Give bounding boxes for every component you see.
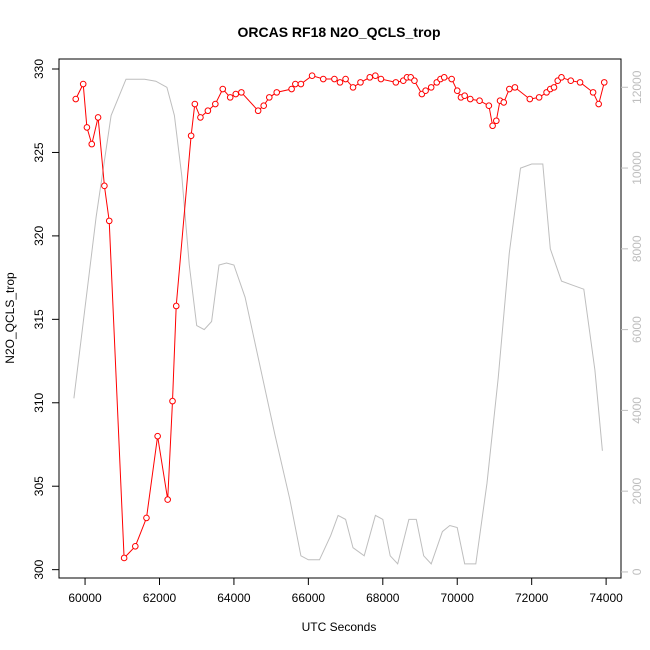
data-point [172, 302, 180, 310]
data-point [191, 100, 199, 108]
data-point [101, 182, 108, 190]
data-point [232, 90, 240, 98]
y-axis-left: 300 305 310 315 320 325 330 [32, 59, 59, 580]
data-point [105, 217, 113, 225]
x-tick-label: 72000 [515, 591, 549, 605]
data-point [476, 97, 483, 105]
data-point [204, 107, 212, 115]
y2-tick-label: 8000 [630, 235, 644, 262]
y-tick-label: 320 [32, 226, 46, 246]
data-point [357, 79, 364, 86]
data-point [164, 496, 171, 503]
data-point [558, 74, 565, 81]
y-tick-label: 325 [32, 142, 46, 162]
series-line-path [75, 75, 605, 560]
data-point [550, 84, 558, 91]
data-point [154, 432, 161, 440]
data-point [254, 107, 262, 115]
y2-tick-label: 2000 [630, 477, 644, 504]
data-point [342, 75, 349, 83]
altitude-line-path [73, 78, 603, 565]
data-point [427, 84, 435, 91]
data-point [219, 85, 227, 93]
data-point [392, 79, 400, 86]
y-tick-label: 305 [32, 476, 46, 496]
data-point [238, 89, 245, 96]
data-point [377, 75, 385, 83]
data-point [331, 75, 338, 83]
data-point [273, 89, 281, 96]
data-point [600, 79, 608, 86]
x-axis: 60000 62000 64000 66000 68000 70000 72000 74000 [68, 578, 623, 605]
x-tick-label: 60000 [68, 591, 102, 605]
plot-frame [58, 58, 622, 579]
data-point [535, 94, 543, 101]
data-point [292, 80, 299, 88]
y-tick-label: 315 [32, 309, 46, 329]
data-point [265, 94, 273, 101]
y2-tick-label: 6000 [630, 316, 644, 343]
y-tick-label: 300 [32, 559, 46, 579]
x-tick-label: 70000 [441, 591, 475, 605]
series-n2o-line [72, 72, 608, 562]
data-point [288, 85, 295, 93]
data-point [567, 77, 575, 84]
x-tick-label: 68000 [366, 591, 400, 605]
data-point [526, 95, 534, 103]
x-tick-label: 74000 [589, 591, 623, 605]
data-point [131, 542, 139, 550]
y2-tick-label: 12000 [630, 70, 644, 104]
x-axis-label: UTC Seconds [302, 620, 377, 634]
data-point [440, 74, 448, 81]
data-point [308, 72, 316, 79]
data-point [83, 124, 91, 131]
data-point [79, 80, 87, 88]
data-point [226, 94, 234, 101]
data-point [485, 102, 493, 110]
y2-tick-label: 10000 [630, 151, 644, 185]
y2-tick-label: 4000 [630, 397, 644, 424]
series-altitude-line [73, 78, 603, 565]
data-point [589, 89, 597, 96]
data-point [493, 117, 500, 125]
y-tick-label: 310 [32, 392, 46, 412]
x-tick-label: 64000 [217, 591, 251, 605]
data-point [120, 554, 128, 562]
data-point [506, 85, 513, 93]
data-point [453, 87, 461, 95]
data-point [422, 87, 429, 95]
data-point [212, 100, 219, 108]
y2-tick-label: 0 [630, 568, 644, 575]
data-point [595, 100, 602, 108]
data-point [349, 84, 357, 91]
data-point [511, 84, 519, 91]
y-axis-right: 0 2000 4000 6000 8000 10000 12000 [621, 70, 644, 575]
data-point [143, 514, 150, 522]
data-point [94, 114, 102, 121]
data-point [461, 92, 468, 100]
data-point [489, 122, 496, 130]
data-point [448, 75, 455, 83]
data-point [187, 132, 195, 140]
data-point [297, 80, 305, 88]
data-point [466, 95, 474, 103]
data-point [372, 72, 379, 79]
y-axis-label: N2O_QCLS_trop [3, 272, 17, 364]
x-tick-label: 66000 [292, 591, 326, 605]
data-point [500, 99, 508, 106]
data-point [336, 79, 344, 86]
chart-title: ORCAS RF18 N2O_QCLS_trop [237, 24, 440, 40]
x-tick-label: 62000 [143, 591, 177, 605]
data-point [197, 114, 204, 121]
data-point [72, 95, 80, 103]
data-point [169, 397, 176, 405]
data-point [576, 79, 584, 86]
data-point [260, 102, 268, 110]
data-point [411, 77, 418, 84]
data-point [319, 75, 327, 83]
data-point [88, 140, 96, 148]
data-point [366, 74, 374, 81]
y-tick-label: 330 [32, 59, 46, 79]
